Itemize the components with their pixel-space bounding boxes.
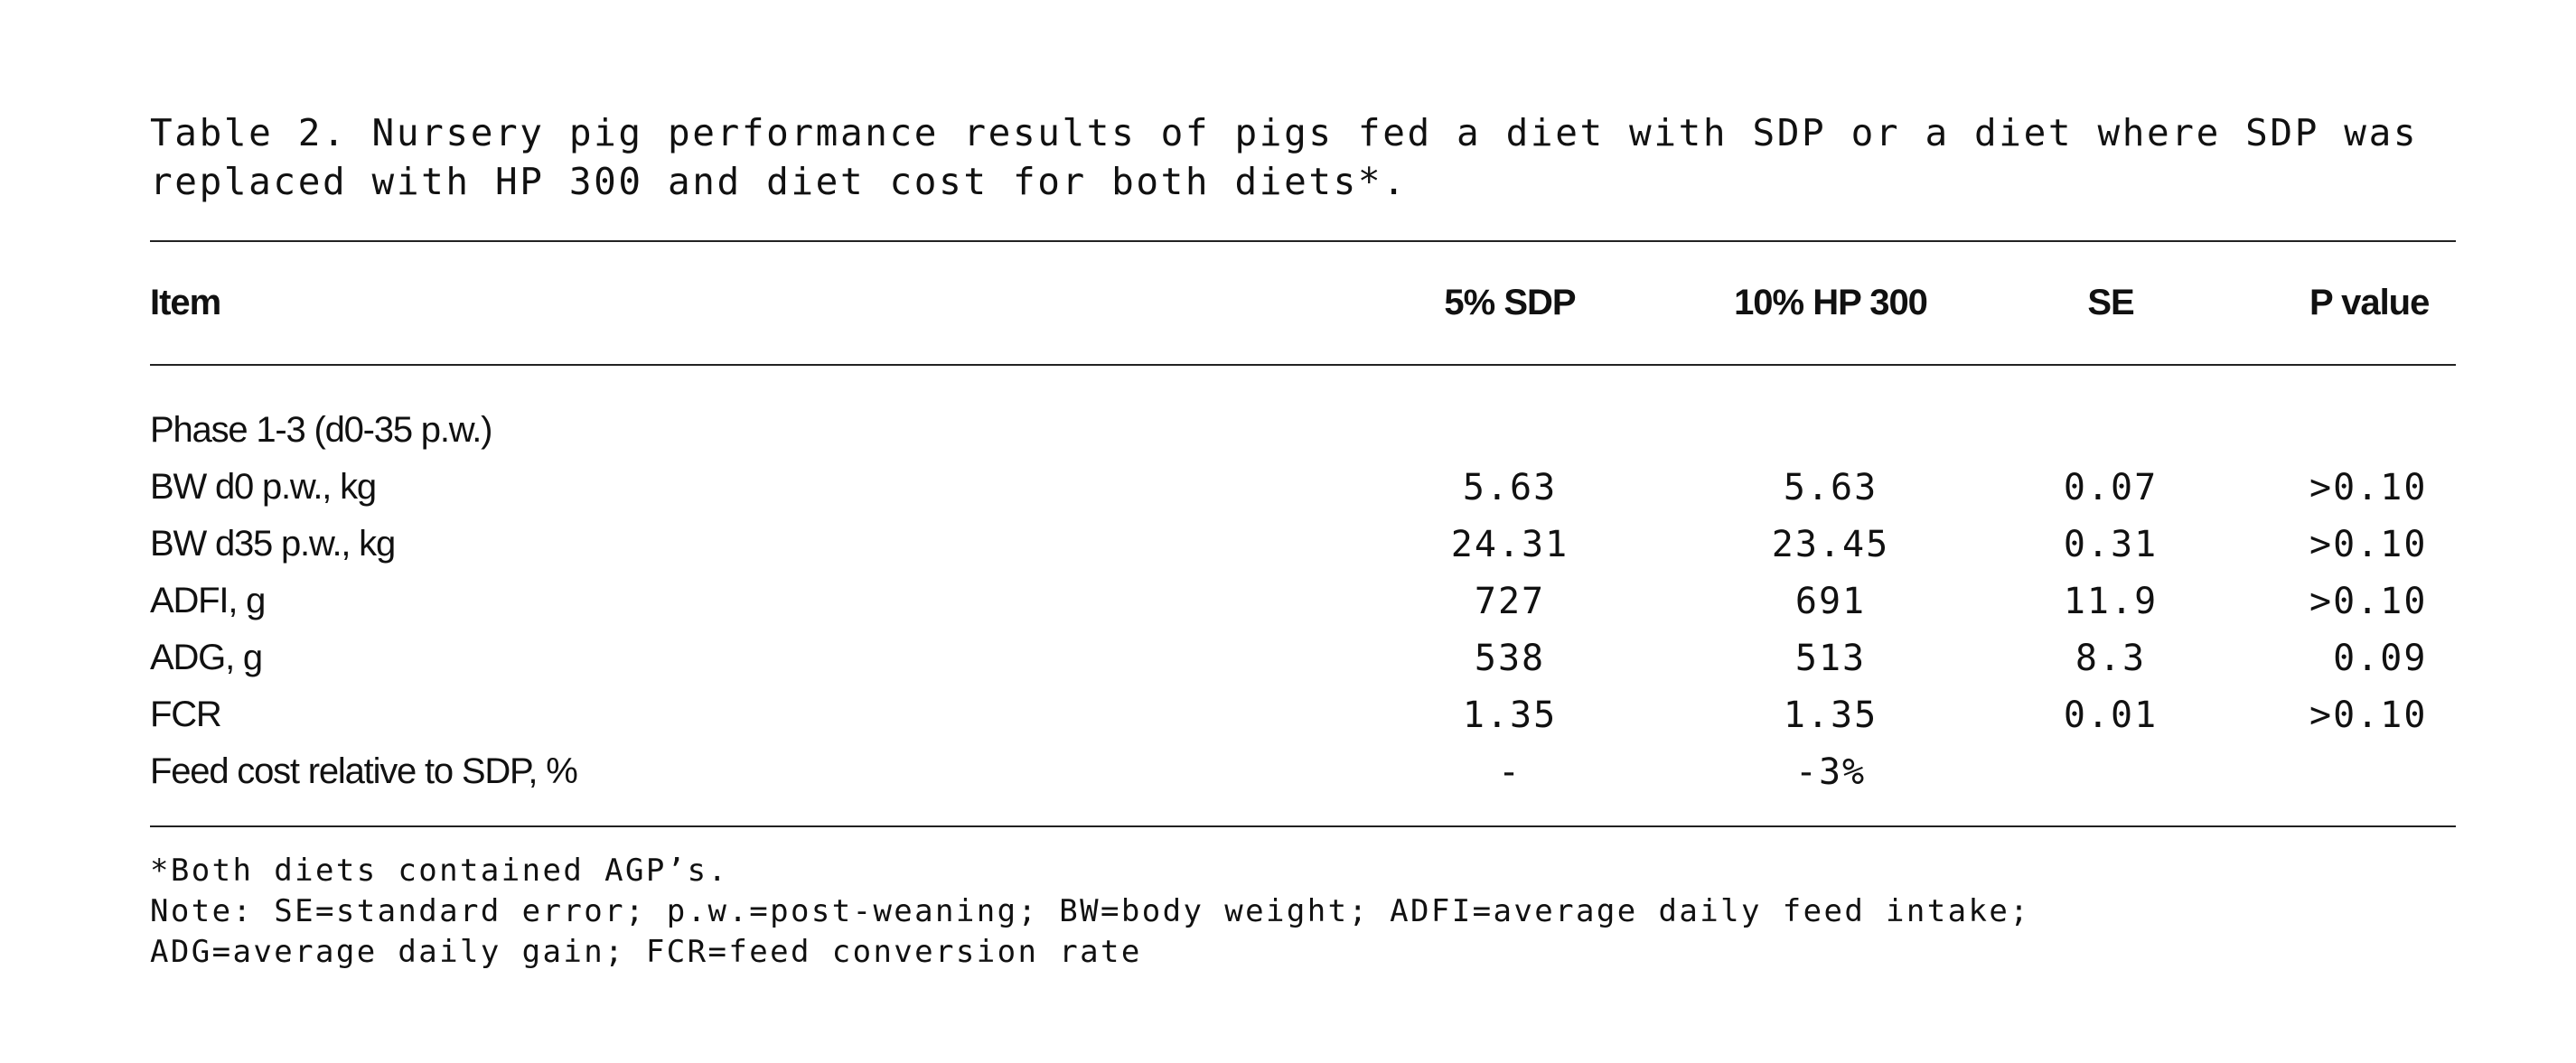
section-row: Phase 1-3 (d0-35 p.w.) xyxy=(150,402,2456,459)
row-sdp: 1.35 xyxy=(1462,694,1558,736)
row-hp: 691 xyxy=(1794,580,1867,622)
row-p: >0.10 xyxy=(2309,523,2428,565)
row-hp: 5.63 xyxy=(1783,466,1878,508)
row-se: 0.01 xyxy=(2063,694,2159,736)
row-item: ADFI, g xyxy=(150,581,266,620)
table-row: BW d35 p.w., kg 24.31 23.45 0.31 >0.10 xyxy=(150,516,2456,573)
row-item: BW d35 p.w., kg xyxy=(150,524,396,564)
row-se: 0.07 xyxy=(2063,466,2159,508)
table-row: Feed cost relative to SDP, % - -3% xyxy=(150,743,2456,800)
table-bottom-rule xyxy=(150,825,2456,827)
footnotes: *Both diets contained AGP’s. Note: SE=st… xyxy=(150,851,2456,973)
footnote-abbreviations: Note: SE=standard error; p.w.=post-weani… xyxy=(150,893,2031,929)
row-p: 0.09 xyxy=(2309,637,2428,679)
row-sdp: 727 xyxy=(1474,580,1546,622)
row-p xyxy=(2219,743,2456,800)
row-sdp: - xyxy=(1497,751,1522,793)
row-p: >0.10 xyxy=(2309,466,2428,508)
row-hp: 23.45 xyxy=(1771,523,1890,565)
performance-table: Item 5% SDP 10% HP 300 SE P value Phase … xyxy=(150,242,2456,825)
table-spacer xyxy=(150,800,2456,825)
row-se xyxy=(2002,743,2219,800)
row-sdp: 5.63 xyxy=(1462,466,1558,508)
row-se: 8.3 xyxy=(2075,637,2147,679)
table-row: FCR 1.35 1.35 0.01 >0.10 xyxy=(150,686,2456,743)
row-sdp: 538 xyxy=(1474,637,1546,679)
row-sdp: 24.31 xyxy=(1450,523,1569,565)
table-caption: Table 2. Nursery pig performance results… xyxy=(150,111,2443,203)
row-hp: 1.35 xyxy=(1783,694,1878,736)
header-item: Item xyxy=(150,283,221,322)
row-hp: 513 xyxy=(1794,637,1867,679)
row-hp: -3% xyxy=(1794,751,1867,793)
table-row: ADFI, g 727 691 11.9 >0.10 xyxy=(150,573,2456,629)
header-10pct-hp300: 10% HP 300 xyxy=(1734,283,1928,322)
row-se: 11.9 xyxy=(2063,580,2159,622)
table-top-rule xyxy=(150,240,2456,242)
table-row: BW d0 p.w., kg 5.63 5.63 0.07 >0.10 xyxy=(150,459,2456,516)
row-item: BW d0 p.w., kg xyxy=(150,467,377,507)
footnote-abbreviations-continued: ADG=average daily gain; FCR=feed convers… xyxy=(150,934,1142,970)
row-item: ADG, g xyxy=(150,638,263,677)
table-spacer xyxy=(150,365,2456,402)
row-item: Feed cost relative to SDP, % xyxy=(150,751,578,791)
header-p-value: P value xyxy=(2309,283,2430,322)
header-se: SE xyxy=(2087,283,2134,322)
document-page: Table 2. Nursery pig performance results… xyxy=(150,108,2456,973)
section-label: Phase 1-3 (d0-35 p.w.) xyxy=(150,410,492,450)
table-row: ADG, g 538 513 8.3 0.09 xyxy=(150,629,2456,686)
header-5pct-sdp: 5% SDP xyxy=(1444,283,1576,322)
table-header-row: Item 5% SDP 10% HP 300 SE P value xyxy=(150,242,2456,365)
row-p: >0.10 xyxy=(2309,694,2428,736)
row-se: 0.31 xyxy=(2063,523,2159,565)
row-p: >0.10 xyxy=(2309,580,2428,622)
row-item: FCR xyxy=(150,695,222,734)
footnote-agp: *Both diets contained AGP’s. xyxy=(150,853,729,889)
